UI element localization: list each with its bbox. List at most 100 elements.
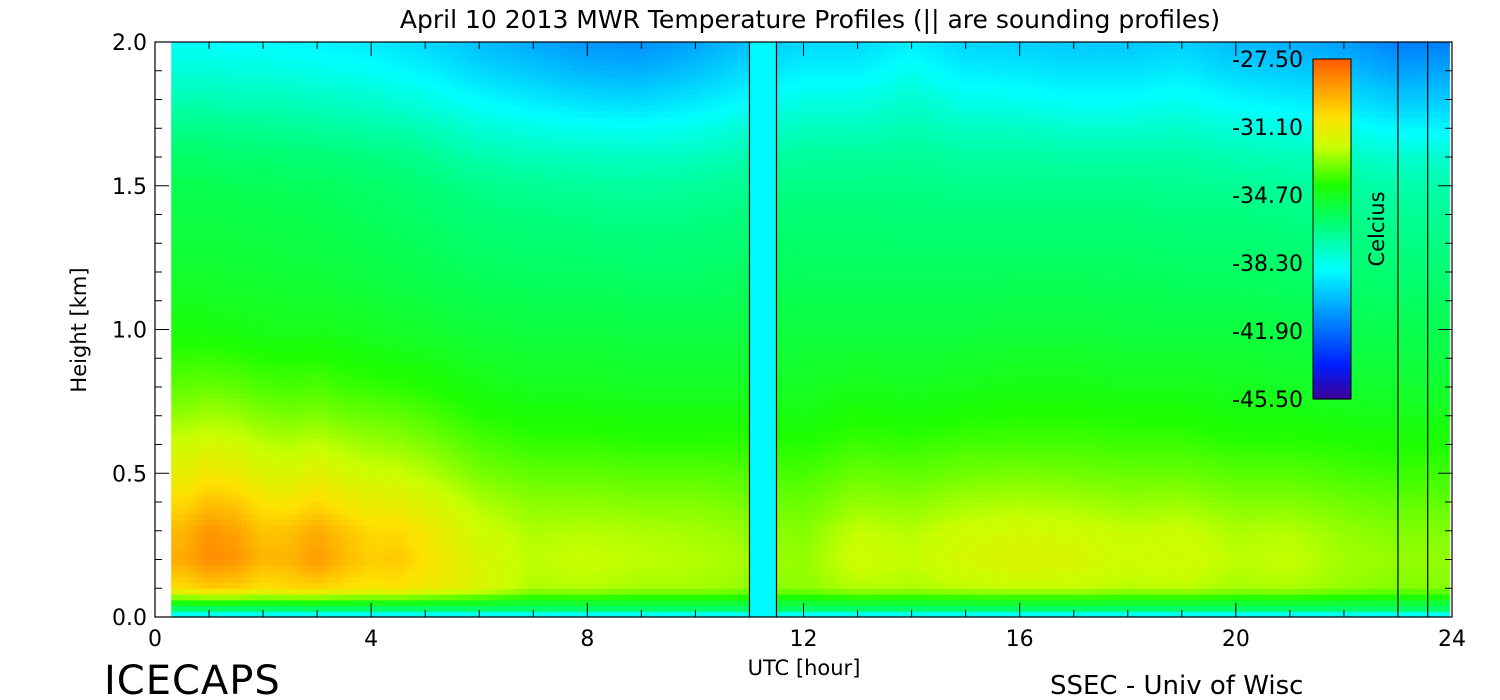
heatmap-cell [333, 100, 339, 106]
heatmap-cell [366, 71, 372, 77]
heatmap-cell [241, 266, 247, 272]
heatmap-cell [377, 565, 383, 571]
heatmap-cell [171, 94, 177, 100]
heatmap-cell [355, 197, 361, 203]
heatmap-cell [204, 525, 210, 531]
heatmap-cell [263, 261, 269, 267]
heatmap-cell [398, 128, 404, 134]
heatmap-cell [339, 531, 345, 537]
heatmap-cell [387, 600, 393, 606]
heatmap-cell [225, 537, 231, 543]
heatmap-cell [263, 71, 269, 77]
heatmap-cell [231, 243, 237, 249]
heatmap-cell [350, 82, 356, 88]
heatmap-cell [339, 169, 345, 175]
heatmap-cell [236, 508, 242, 514]
heatmap-cell [182, 560, 188, 566]
heatmap-cell [182, 548, 188, 554]
heatmap-cell [225, 289, 231, 295]
heatmap-cell [398, 123, 404, 129]
heatmap-cell [323, 169, 329, 175]
heatmap-cell [285, 169, 291, 175]
heatmap-cell [409, 94, 415, 100]
heatmap-cell [350, 117, 356, 123]
heatmap-cell [220, 410, 226, 416]
heatmap-cell [252, 146, 258, 152]
heatmap-cell [220, 491, 226, 497]
heatmap-cell [177, 134, 183, 140]
heatmap-cell [236, 560, 242, 566]
heatmap-cell [350, 284, 356, 290]
heatmap-cell [296, 422, 302, 428]
heatmap-cell [328, 508, 334, 514]
heatmap-cell [393, 571, 399, 577]
heatmap-cell [279, 209, 285, 215]
heatmap-cell [377, 243, 383, 249]
heatmap-cell [387, 445, 393, 451]
heatmap-cell [393, 519, 399, 525]
heatmap-cell [306, 318, 312, 324]
heatmap-cell [258, 180, 264, 186]
heatmap-cell [209, 353, 215, 359]
heatmap-cell [398, 439, 404, 445]
heatmap-cell [285, 243, 291, 249]
heatmap-cell [371, 186, 377, 192]
heatmap-cell [382, 266, 388, 272]
heatmap-cell [393, 560, 399, 566]
heatmap-cell [377, 583, 383, 589]
heatmap-cell [225, 54, 231, 60]
heatmap-cell [404, 600, 410, 606]
heatmap-cell [204, 220, 210, 226]
heatmap-cell [425, 416, 431, 422]
heatmap-cell [279, 318, 285, 324]
heatmap-cell [431, 364, 437, 370]
heatmap-cell [214, 295, 220, 301]
heatmap-cell [409, 445, 415, 451]
heatmap-cell [387, 468, 393, 474]
heatmap-cell [333, 422, 339, 428]
heatmap-cell [231, 284, 237, 290]
heatmap-cell [317, 381, 323, 387]
heatmap-cell [371, 606, 377, 612]
heatmap-cell [333, 410, 339, 416]
heatmap-cell [387, 324, 393, 330]
heatmap-cell [241, 169, 247, 175]
heatmap-cell [306, 583, 312, 589]
heatmap-cell [258, 203, 264, 209]
heatmap-cell [333, 548, 339, 554]
heatmap-cell [306, 462, 312, 468]
heatmap-cell [312, 238, 318, 244]
heatmap-cell [214, 416, 220, 422]
heatmap-cell [366, 65, 372, 71]
heatmap-cell [290, 169, 296, 175]
heatmap-cell [398, 554, 404, 560]
heatmap-cell [312, 249, 318, 255]
heatmap-cell [274, 519, 280, 525]
heatmap-cell [204, 249, 210, 255]
heatmap-cell [193, 341, 199, 347]
heatmap-cell [350, 134, 356, 140]
heatmap-cell [204, 537, 210, 543]
heatmap-cell [247, 266, 253, 272]
heatmap-cell [193, 77, 199, 83]
heatmap-cell [247, 330, 253, 336]
heatmap-cell [387, 364, 393, 370]
heatmap-cell [193, 427, 199, 433]
heatmap-cell [420, 600, 426, 606]
heatmap-cell [425, 278, 431, 284]
heatmap-cell [296, 427, 302, 433]
heatmap-cell [204, 146, 210, 152]
heatmap-cell [312, 232, 318, 238]
heatmap-cell [263, 117, 269, 123]
heatmap-cell [387, 577, 393, 583]
heatmap-cell [204, 163, 210, 169]
heatmap-cell [209, 232, 215, 238]
heatmap-cell [393, 197, 399, 203]
heatmap-cell [360, 215, 366, 221]
heatmap-cell [241, 318, 247, 324]
heatmap-cell [398, 335, 404, 341]
heatmap-cell [268, 42, 274, 48]
heatmap-cell [285, 59, 291, 65]
heatmap-cell [371, 307, 377, 313]
heatmap-cell [247, 146, 253, 152]
